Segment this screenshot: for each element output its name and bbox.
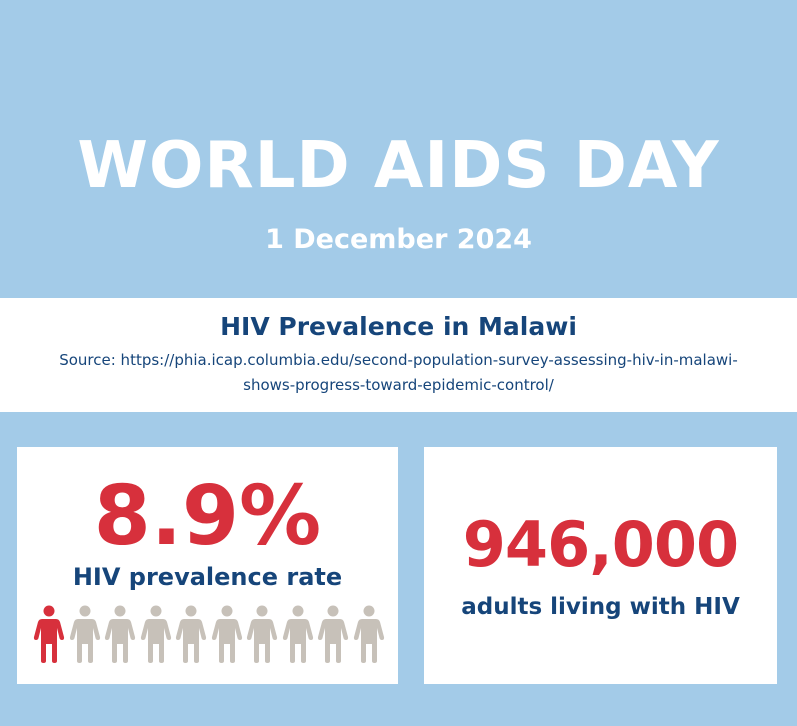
person-icon: [317, 605, 349, 663]
person-icon: [211, 605, 242, 663]
person-icon: [175, 605, 207, 663]
page-title: WORLD AIDS DAY: [77, 129, 720, 203]
person-icon: [353, 605, 384, 663]
person-icon: [246, 605, 278, 663]
person-icon: [69, 605, 100, 663]
adults-value: 946,000: [462, 508, 739, 581]
event-date: 1 December 2024: [265, 224, 532, 255]
people-pictogram: [33, 605, 384, 663]
adults-card: 946,000 adults living with HIV: [424, 447, 777, 684]
person-icon: [33, 605, 65, 663]
person-icon: [104, 605, 136, 663]
section-title: HIV Prevalence in Malawi: [220, 312, 577, 341]
adults-label: adults living with HIV: [461, 594, 740, 620]
person-icon: [140, 605, 171, 663]
source-citation: Source: https://phia.icap.columbia.edu/s…: [59, 351, 738, 394]
prevalence-card: 8.9% HIV prevalence rate: [17, 447, 398, 684]
person-icon: [282, 605, 313, 663]
source-band: HIV Prevalence in Malawi Source: https:/…: [0, 298, 797, 412]
prevalence-value: 8.9%: [93, 469, 322, 564]
prevalence-label: HIV prevalence rate: [72, 563, 343, 591]
